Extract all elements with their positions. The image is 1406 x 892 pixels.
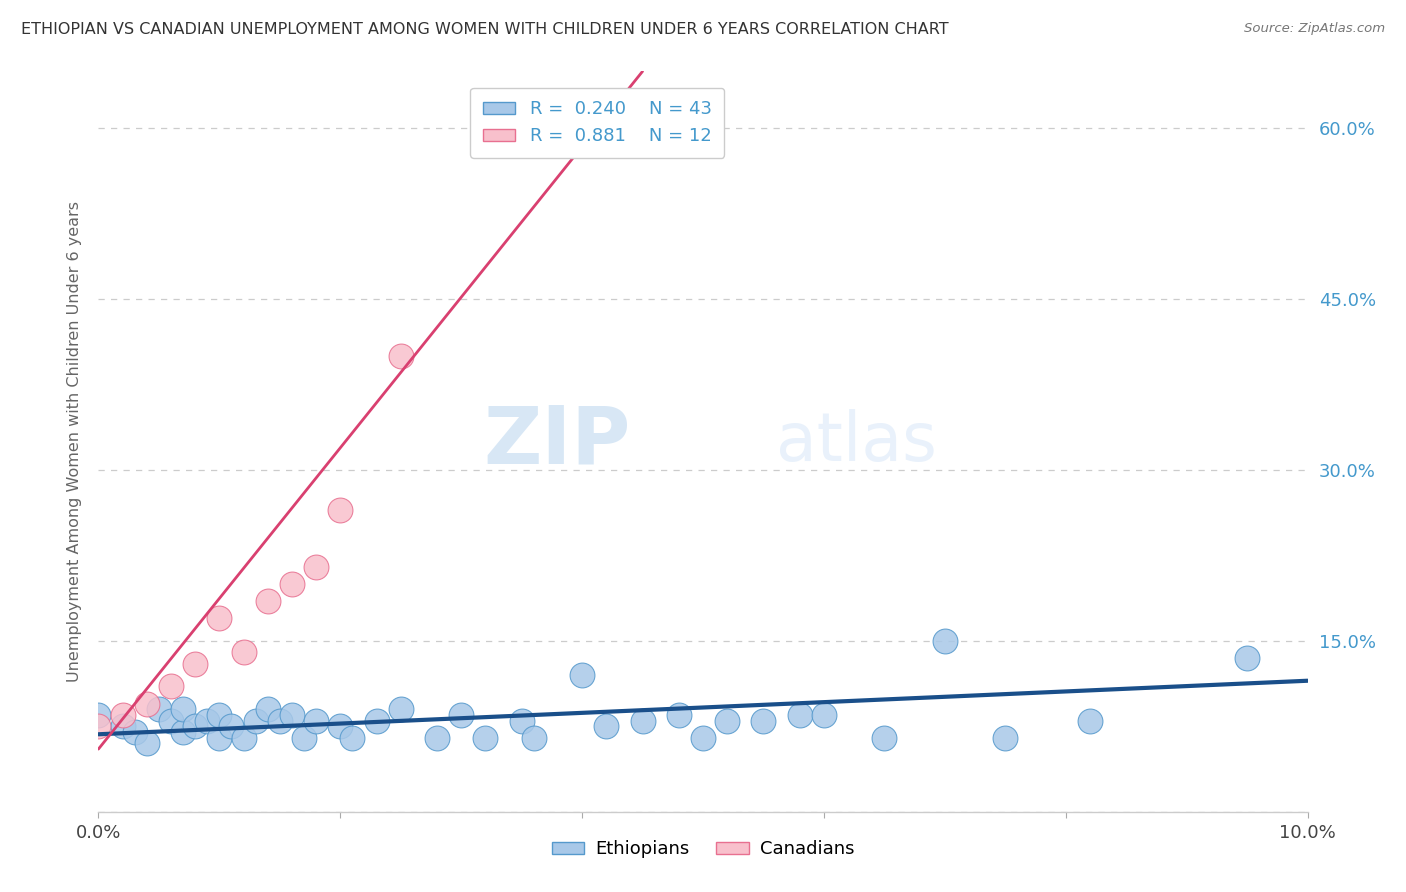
- Point: [160, 680, 183, 694]
- Point: [208, 611, 231, 625]
- Point: [184, 719, 207, 733]
- Point: [135, 736, 157, 750]
- Point: [172, 725, 194, 739]
- Point: [595, 719, 617, 733]
- Point: [571, 668, 593, 682]
- Point: [450, 707, 472, 722]
- Point: [716, 714, 738, 728]
- Point: [269, 714, 291, 728]
- Text: ETHIOPIAN VS CANADIAN UNEMPLOYMENT AMONG WOMEN WITH CHILDREN UNDER 6 YEARS CORRE: ETHIOPIAN VS CANADIAN UNEMPLOYMENT AMONG…: [21, 22, 949, 37]
- Y-axis label: Unemployment Among Women with Children Under 6 years: Unemployment Among Women with Children U…: [66, 201, 82, 682]
- Point: [426, 731, 449, 745]
- Point: [256, 594, 278, 608]
- Point: [292, 731, 315, 745]
- Point: [1236, 651, 1258, 665]
- Point: [366, 714, 388, 728]
- Point: [934, 633, 956, 648]
- Point: [184, 657, 207, 671]
- Point: [281, 707, 304, 722]
- Point: [87, 719, 110, 733]
- Point: [87, 707, 110, 722]
- Point: [256, 702, 278, 716]
- Point: [329, 503, 352, 517]
- Point: [789, 707, 811, 722]
- Point: [389, 702, 412, 716]
- Point: [195, 714, 218, 728]
- Point: [135, 697, 157, 711]
- Legend: Ethiopians, Canadians: Ethiopians, Canadians: [544, 833, 862, 865]
- Point: [148, 702, 170, 716]
- Point: [160, 714, 183, 728]
- Point: [510, 714, 533, 728]
- Point: [124, 725, 146, 739]
- Point: [172, 702, 194, 716]
- Text: atlas: atlas: [776, 409, 936, 475]
- Point: [752, 714, 775, 728]
- Point: [474, 731, 496, 745]
- Point: [208, 707, 231, 722]
- Point: [305, 714, 328, 728]
- Point: [692, 731, 714, 745]
- Point: [389, 349, 412, 363]
- Point: [668, 707, 690, 722]
- Point: [111, 707, 134, 722]
- Text: ZIP: ZIP: [484, 402, 630, 481]
- Point: [281, 577, 304, 591]
- Point: [305, 559, 328, 574]
- Point: [873, 731, 896, 745]
- Point: [221, 719, 243, 733]
- Point: [813, 707, 835, 722]
- Point: [329, 719, 352, 733]
- Point: [342, 731, 364, 745]
- Point: [523, 731, 546, 745]
- Text: Source: ZipAtlas.com: Source: ZipAtlas.com: [1244, 22, 1385, 36]
- Point: [232, 645, 254, 659]
- Point: [208, 731, 231, 745]
- Point: [232, 731, 254, 745]
- Point: [994, 731, 1017, 745]
- Point: [1078, 714, 1101, 728]
- Point: [111, 719, 134, 733]
- Point: [631, 714, 654, 728]
- Point: [245, 714, 267, 728]
